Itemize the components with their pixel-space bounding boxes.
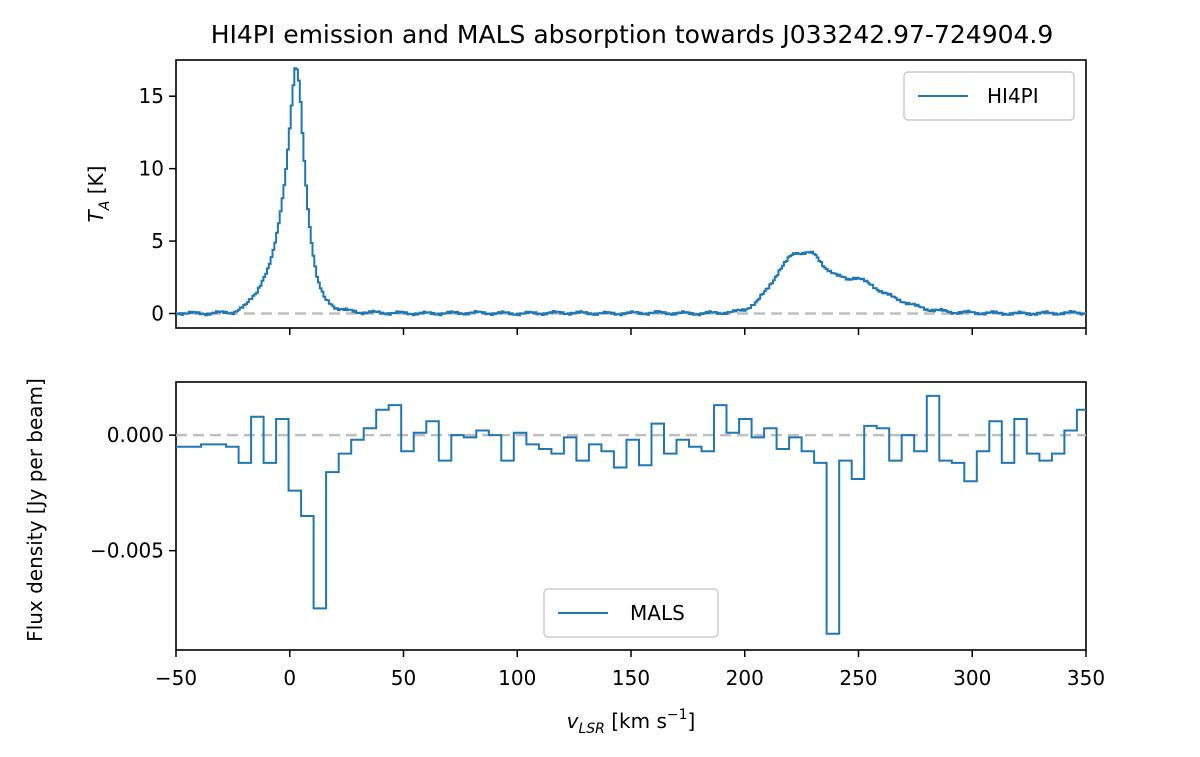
xlabel-main: v — [567, 709, 580, 733]
bottom-xlabel: vLSR [km s−1] — [567, 707, 696, 737]
xlabel-unit: [km s — [605, 709, 667, 733]
hi4pi-series-line — [176, 67, 1086, 317]
bottom-ytick-label: 0.000 — [107, 423, 164, 447]
bottom-panel: 0.000 −0.005 −50 0 50 100 150 200 250 300 350 Flu… — [23, 378, 1105, 737]
bottom-legend: MALS — [543, 588, 719, 638]
top-ytick-label: 15 — [139, 84, 164, 108]
top-ytick-label: 5 — [151, 229, 164, 253]
top-xticks — [289, 328, 1087, 335]
bottom-ylabel: Flux density [Jy per beam] — [23, 378, 47, 642]
mals-series-line — [176, 394, 1086, 635]
top-ytick-label: 0 — [151, 302, 164, 326]
xlabel-sub: LSR — [578, 721, 604, 737]
bottom-xtick-label: 250 — [839, 666, 877, 690]
top-ylabel-unit: [K] — [84, 166, 108, 201]
bottom-legend-label: MALS — [630, 601, 685, 625]
bottom-xtick-label: −50 — [155, 666, 197, 690]
bottom-xtick-label: 150 — [612, 666, 650, 690]
bottom-xtick-label: 100 — [498, 666, 536, 690]
top-legend-box — [903, 71, 1075, 121]
bottom-xtick-label: 50 — [391, 666, 416, 690]
top-ylabel: TA [K] — [84, 166, 113, 223]
top-legend-label: HI4PI — [987, 84, 1039, 108]
bottom-xtick-label: 300 — [953, 666, 991, 690]
bottom-ytick-label: −0.005 — [90, 539, 164, 563]
top-ytick-label: 10 — [139, 157, 164, 181]
bottom-xtick-label: 0 — [283, 666, 296, 690]
top-ylabel-sub: A — [97, 201, 113, 212]
bottom-legend-box — [543, 588, 719, 638]
top-panel: 0 5 10 15 TA [K] HI4PI — [84, 59, 1087, 335]
top-ylabel-main: T — [84, 208, 108, 222]
xlabel-close: ] — [688, 709, 696, 733]
top-legend: HI4PI — [903, 71, 1075, 121]
bottom-yticks: 0.000 −0.005 — [90, 423, 176, 563]
top-series-group — [176, 67, 1086, 317]
bottom-xtick-label: 350 — [1067, 666, 1105, 690]
bottom-xtick-label: 200 — [726, 666, 764, 690]
bottom-series-group — [176, 394, 1086, 635]
top-yticks: 0 5 10 15 — [139, 84, 176, 326]
bottom-xticks: −50 0 50 100 150 200 250 300 350 — [155, 650, 1105, 690]
xlabel-sup: −1 — [667, 707, 688, 723]
svg-text:TA [K]: TA [K] — [84, 166, 113, 223]
chart-title: HI4PI emission and MALS absorption towar… — [211, 20, 1054, 49]
